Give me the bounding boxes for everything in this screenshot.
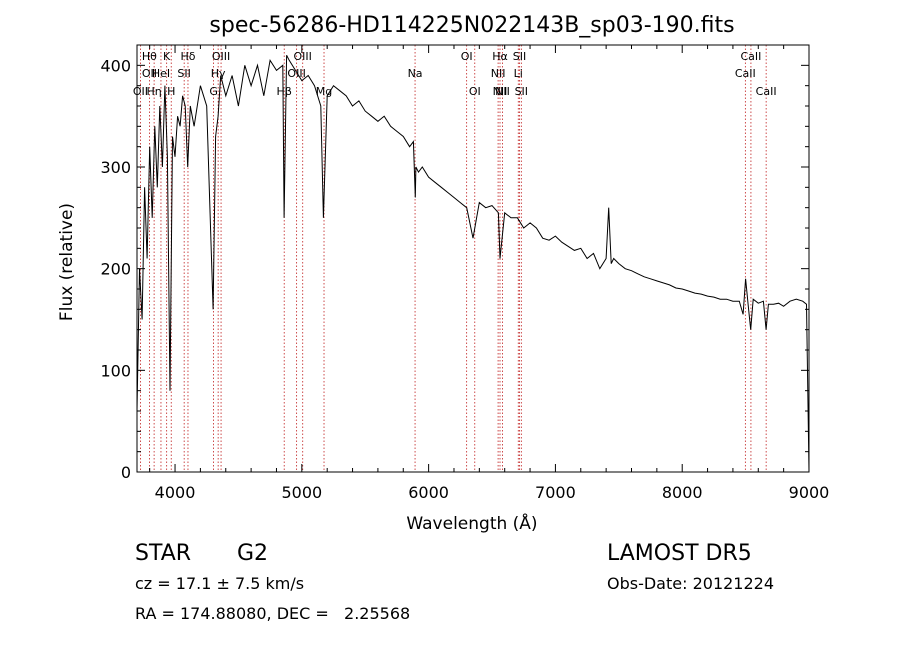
- spectral-line-label: SII: [515, 85, 528, 98]
- x-tick-label: 5000: [281, 483, 322, 502]
- x-tick-label: 9000: [789, 483, 830, 502]
- y-axis-ticks: 0 100 200 300 400: [100, 44, 809, 482]
- spectral-line-label: OI: [469, 85, 481, 98]
- y-tick-label: 200: [100, 260, 131, 279]
- x-axis-label: Wavelength (Å): [406, 512, 537, 534]
- spectral-line-label: Na: [408, 67, 423, 80]
- spectral-line-label: Li: [514, 67, 523, 80]
- x-tick-label: 4000: [155, 483, 196, 502]
- spectral-line-label: Hθ: [142, 50, 157, 63]
- spectral-line-label: NII: [491, 67, 506, 80]
- spectral-line-label: NII: [495, 85, 510, 98]
- coordinates: RA = 174.88080, DEC = 2.25568: [135, 604, 411, 623]
- spectral-line-label: CaII: [740, 50, 761, 63]
- spectral-line-labels: OIIHθOIIHηHeIKHSIIHδGHγOIIIHβOIIIOIIIMgN…: [133, 50, 777, 98]
- object-subclass: G2: [237, 541, 269, 566]
- y-tick-label: 400: [100, 56, 131, 75]
- spectral-line-label: OIII: [287, 67, 305, 80]
- chart-title: spec-56286-HD114225N022143B_sp03-190.fit…: [209, 13, 734, 38]
- spectral-line-label: H: [167, 85, 175, 98]
- spectral-line-label: Hβ: [277, 85, 292, 98]
- y-tick-label: 300: [100, 158, 131, 177]
- spectral-line-label: OII: [142, 67, 157, 80]
- spectral-line-label: HeI: [152, 67, 170, 80]
- spectral-line-label: Hδ: [180, 50, 195, 63]
- x-axis-ticks: 4000 5000 6000 7000 8000 9000: [149, 45, 830, 502]
- x-tick-label: 7000: [535, 483, 576, 502]
- spectral-line-label: CaII: [735, 67, 756, 80]
- y-tick-label: 0: [121, 463, 131, 482]
- spectral-line-label: OIII: [212, 50, 230, 63]
- survey-name: LAMOST DR5: [607, 541, 752, 566]
- y-axis-label: Flux (relative): [57, 203, 77, 321]
- y-tick-label: 100: [100, 361, 131, 380]
- spectral-line-label: Hη: [146, 85, 161, 98]
- spectral-line-label: Hα: [492, 50, 508, 63]
- redshift-cz: cz = 17.1 ± 7.5 km/s: [135, 574, 305, 593]
- spectral-line-label: OI: [461, 50, 473, 63]
- spectrum-line: [136, 54, 810, 473]
- plot-frame: [136, 44, 810, 473]
- x-tick-label: 8000: [662, 483, 703, 502]
- spectral-line-label: SII: [513, 50, 526, 63]
- spectral-line-label: SII: [177, 67, 190, 80]
- object-class: STAR: [135, 541, 192, 566]
- spectral-line-label: G: [209, 85, 218, 98]
- x-tick-label: 6000: [408, 483, 449, 502]
- spectral-line-markers: [140, 45, 767, 472]
- spectral-line-label: CaII: [756, 85, 777, 98]
- spectral-line-label: K: [163, 50, 171, 63]
- obs-date: Obs-Date: 20121224: [607, 574, 775, 593]
- spectral-line-label: NII: [493, 85, 508, 98]
- spectral-line-label: OIII: [294, 50, 312, 63]
- spectral-line-label: Hγ: [211, 67, 226, 80]
